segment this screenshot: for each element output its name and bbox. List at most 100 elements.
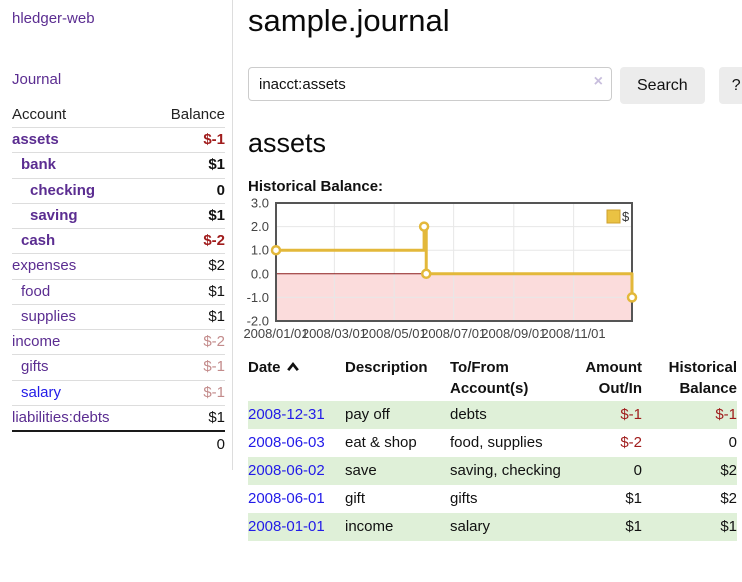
accounts-col-account: Account <box>12 106 67 123</box>
account-row: expenses $2 <box>12 253 225 279</box>
col-date-label: Date <box>248 359 281 376</box>
account-balance: $-1 <box>203 358 225 376</box>
search-input[interactable] <box>248 67 612 101</box>
account-link[interactable]: saving <box>30 206 78 224</box>
transaction-date-link[interactable]: 2008-01-01 <box>248 518 325 535</box>
transaction-accounts: salary <box>450 518 491 535</box>
register-table: Date Description To/From Account(s) Amou… <box>248 355 737 541</box>
account-link[interactable]: expenses <box>12 257 77 275</box>
register-row: 2008-06-01 gift gifts $1 $2 <box>248 485 737 513</box>
transaction-description: pay off <box>345 406 390 423</box>
register-tbody: 2008-12-31 pay off debts $-1 $-1 2008-06-03 ea… <box>248 401 737 541</box>
account-balance: $1 <box>208 156 225 174</box>
account-row: checking 0 <box>12 178 225 203</box>
account-balance: $1 <box>208 408 225 426</box>
col-description: Description <box>345 359 428 376</box>
account-link[interactable]: cash <box>21 232 56 249</box>
account-balance: $2 <box>208 257 225 275</box>
search-form: × Search ? <box>248 67 742 104</box>
help-button[interactable]: ? <box>718 67 742 104</box>
account-link[interactable]: assets <box>12 131 59 148</box>
accounts-header-row: Account Balance <box>12 103 225 128</box>
main-content: sample.journal × Search ? assets Histori… <box>233 0 742 541</box>
account-heading: assets <box>248 128 327 158</box>
x-tick-label: 2008/11/01 <box>542 326 606 341</box>
account-balance: 0 <box>216 181 225 199</box>
transaction-date-link[interactable]: 2008-06-03 <box>248 434 325 451</box>
data-point-marker[interactable] <box>420 268 432 280</box>
app-window: hledger-web Journal Account Balance asse… <box>0 0 742 541</box>
x-tick-label: 2008/03/01 <box>302 326 367 341</box>
account-row: gifts $-1 <box>12 354 225 380</box>
col-date-sort[interactable]: Date <box>248 355 345 401</box>
transaction-accounts: saving, checking <box>450 462 561 479</box>
x-tick-label: 2008/07/01 <box>421 326 486 341</box>
chart-border <box>275 202 633 322</box>
transaction-date-cell: 2008-06-03 <box>248 429 345 457</box>
transaction-balance: $2 <box>720 490 737 507</box>
transaction-balance: $2 <box>720 462 737 479</box>
account-row: income $-2 <box>12 329 225 355</box>
account-balance: $1 <box>208 282 225 300</box>
transaction-balance: 0 <box>728 434 737 451</box>
account-row: salary $-1 <box>12 380 225 405</box>
account-balance: $-2 <box>203 333 225 350</box>
accounts-table: Account Balance assets $-1 bank $1 checking 0… <box>12 103 225 458</box>
transaction-accounts: food, supplies <box>450 434 543 451</box>
register-row: 2008-01-01 income salary $1 $1 <box>248 513 737 541</box>
account-link[interactable]: food <box>21 282 51 300</box>
historical-balance-chart[interactable]: $3.0 2.0 1.0 0.0 -1.0 -2.02008/01/012008/03/0… <box>243 197 639 341</box>
transaction-date-cell: 2008-12-31 <box>248 401 345 429</box>
data-point-marker[interactable] <box>418 221 430 232</box>
account-link[interactable]: gifts <box>21 358 49 376</box>
account-balance: $1 <box>208 307 225 325</box>
account-balance: $-2 <box>203 232 225 249</box>
sort-ascending-icon <box>286 362 299 372</box>
transaction-amount: $-1 <box>620 406 642 423</box>
col-historical-balance: Historical Balance <box>668 359 737 397</box>
account-link[interactable]: income <box>12 333 61 350</box>
col-amount-outin: Amount Out/In <box>585 359 642 397</box>
transaction-date-link[interactable]: 2008-12-31 <box>248 406 325 423</box>
transaction-date-cell: 2008-01-01 <box>248 513 345 541</box>
data-point-marker[interactable] <box>270 244 282 256</box>
clear-search-icon[interactable]: × <box>593 73 603 90</box>
transaction-description: income <box>345 518 394 535</box>
account-row: bank $1 <box>12 152 225 178</box>
account-link[interactable]: liabilities:debts <box>12 408 110 426</box>
y-tick-label: 1.0 <box>251 243 269 258</box>
transaction-description: eat & shop <box>345 434 417 451</box>
x-tick-label: 2008/09/01 <box>481 326 546 341</box>
transaction-date-link[interactable]: 2008-06-02 <box>248 462 325 479</box>
search-input-wrap: × <box>248 67 612 104</box>
transaction-accounts: debts <box>450 406 487 423</box>
legend-swatch <box>606 209 621 224</box>
x-tick-label: 2008/05/01 <box>362 326 427 341</box>
y-tick-label: 0.0 <box>251 266 269 281</box>
account-row: cash $-2 <box>12 228 225 254</box>
account-balance: $-1 <box>203 383 225 401</box>
page-title: sample.journal <box>248 3 450 38</box>
account-link[interactable]: checking <box>30 181 96 199</box>
transaction-date-link[interactable]: 2008-06-01 <box>248 490 325 507</box>
search-button[interactable]: Search <box>620 67 705 104</box>
data-point-marker[interactable] <box>626 292 638 303</box>
account-link[interactable]: salary <box>21 383 62 401</box>
sidebar: hledger-web Journal Account Balance asse… <box>0 0 233 471</box>
col-tofrom-accounts: To/From Account(s) <box>450 359 529 397</box>
account-balance: $1 <box>208 206 225 224</box>
account-row: assets $-1 <box>12 127 225 153</box>
transaction-amount: $-2 <box>620 434 642 451</box>
journal-nav-link[interactable]: Journal <box>12 71 62 88</box>
account-row: supplies $1 <box>12 304 225 329</box>
brand-link[interactable]: hledger-web <box>12 10 95 27</box>
accounts-col-balance: Balance <box>170 106 225 123</box>
transaction-description: save <box>345 462 377 479</box>
x-tick-label: 2008/01/01 <box>243 326 308 341</box>
transaction-description: gift <box>345 490 366 507</box>
account-link[interactable]: supplies <box>21 307 77 325</box>
account-link[interactable]: bank <box>21 156 57 174</box>
register-row: 2008-12-31 pay off debts $-1 $-1 <box>248 401 737 429</box>
account-row: liabilities:debts $1 <box>12 405 225 431</box>
register-header-row: Date Description To/From Account(s) Amou… <box>248 355 737 401</box>
